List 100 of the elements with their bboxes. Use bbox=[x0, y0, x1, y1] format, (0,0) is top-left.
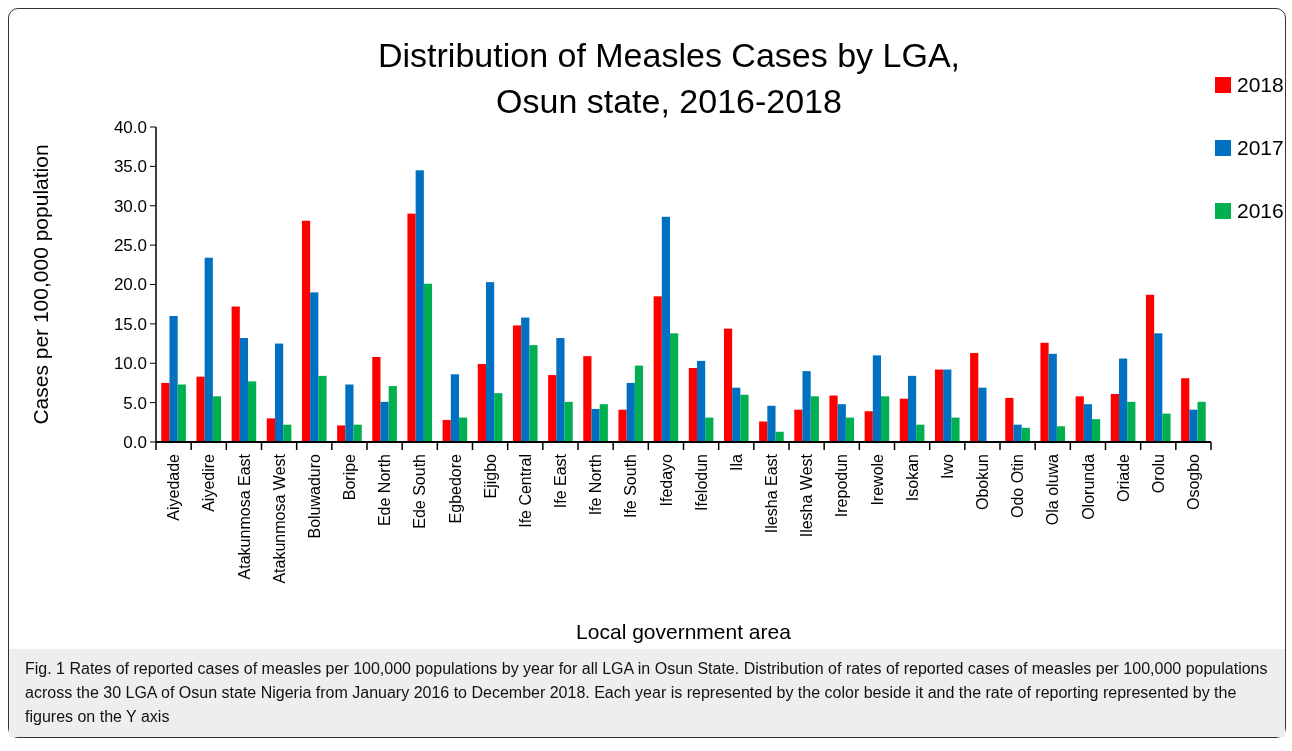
bar bbox=[310, 292, 319, 442]
x-tick-label: Ejigbo bbox=[481, 453, 499, 499]
bar bbox=[161, 382, 170, 442]
caption: Fig. 1 Rates of reported cases of measles per 100,000 populations by year for all LGA in Osun State. Distribution of rates of reported cases of measles per 100,000 populations across the 30 LGA of Osun state Nigeria from January 2016 to December 2018. Each year is represented by the color beside it and the rate of reporting represented by the figures on the Y axis bbox=[25, 659, 1269, 727]
chart-title: Distribution of Measles Cases by LGA, Osun state, 2016-2018 bbox=[377, 36, 961, 120]
bar bbox=[477, 364, 486, 442]
y-tick-label: 20.0 bbox=[113, 275, 147, 295]
bar bbox=[1162, 413, 1171, 442]
bar bbox=[301, 220, 311, 442]
x-tick-label: Ife East bbox=[552, 453, 570, 509]
bar bbox=[1189, 409, 1198, 442]
bar bbox=[1127, 401, 1136, 442]
x-tick-label: Olorunda bbox=[1079, 453, 1097, 520]
bar bbox=[485, 282, 495, 442]
bar bbox=[670, 333, 679, 442]
bar bbox=[934, 369, 944, 442]
x-tick-label: Boluwaduro bbox=[305, 453, 323, 539]
bar bbox=[442, 419, 451, 442]
x-tick-label: Ifedayo bbox=[657, 453, 675, 507]
x-tick-label: Isokan bbox=[903, 454, 921, 502]
bar bbox=[1005, 397, 1014, 442]
bar bbox=[740, 394, 749, 442]
legend-label: 2018 bbox=[1237, 73, 1284, 97]
bar bbox=[1092, 419, 1101, 442]
x-tick-label: Ife South bbox=[622, 454, 640, 519]
bar bbox=[732, 387, 741, 442]
bar bbox=[423, 283, 433, 442]
bar bbox=[548, 375, 557, 442]
bar bbox=[916, 424, 925, 442]
bar bbox=[661, 216, 671, 442]
bar bbox=[599, 404, 608, 442]
bar bbox=[794, 409, 803, 442]
bar bbox=[494, 393, 503, 442]
bar bbox=[1197, 401, 1206, 442]
bar bbox=[388, 386, 397, 442]
bar bbox=[810, 396, 819, 442]
bar bbox=[1145, 294, 1155, 442]
bar bbox=[564, 401, 573, 442]
bar bbox=[529, 345, 538, 442]
bar bbox=[266, 418, 275, 442]
bar bbox=[512, 325, 522, 442]
y-tick-label: 15.0 bbox=[113, 314, 147, 334]
y-tick-label: 40.0 bbox=[113, 117, 147, 137]
x-tick-label: Ife Central bbox=[516, 454, 534, 528]
legend-label: 2017 bbox=[1237, 136, 1284, 160]
x-tick-label: Ola oluwa bbox=[1044, 453, 1062, 526]
bar bbox=[899, 398, 908, 442]
legend-label: 2016 bbox=[1237, 199, 1284, 223]
bar bbox=[248, 381, 257, 442]
bar bbox=[634, 365, 644, 442]
bar bbox=[1013, 424, 1022, 442]
bar bbox=[283, 424, 292, 442]
bar bbox=[907, 375, 917, 442]
bar bbox=[970, 353, 979, 442]
y-tick-label: 5.0 bbox=[123, 393, 147, 413]
bar bbox=[951, 417, 960, 442]
x-tick-label: Irepodun bbox=[833, 454, 851, 518]
bar bbox=[881, 396, 890, 442]
bar bbox=[380, 401, 389, 442]
x-tick-label: Ilesha East bbox=[763, 453, 781, 534]
bar bbox=[845, 417, 855, 442]
bar bbox=[318, 375, 327, 442]
y-tick-label: 10.0 bbox=[113, 354, 147, 374]
bar bbox=[1154, 333, 1163, 442]
x-tick-label: Iwo bbox=[938, 453, 956, 479]
x-tick-label: Oriade bbox=[1114, 453, 1132, 503]
bar bbox=[802, 371, 811, 442]
x-tick-label: Ilesha West bbox=[798, 453, 816, 538]
bar bbox=[1040, 342, 1049, 442]
bar bbox=[759, 421, 768, 442]
bar bbox=[829, 395, 838, 442]
bar bbox=[212, 396, 222, 442]
y-tick-label: 35.0 bbox=[113, 157, 147, 177]
bar bbox=[1048, 353, 1057, 442]
bar bbox=[978, 387, 987, 442]
bar bbox=[696, 360, 706, 442]
bar bbox=[943, 369, 952, 442]
bar bbox=[837, 404, 846, 442]
bar bbox=[1110, 393, 1119, 442]
x-tick-label: Aiyedade bbox=[165, 453, 183, 521]
x-tick-label: Egbedore bbox=[446, 453, 464, 524]
bar bbox=[1021, 427, 1030, 442]
y-axis-title: Cases per 100,000 population bbox=[29, 144, 53, 425]
x-tick-label: Orolu bbox=[1149, 454, 1167, 494]
bar bbox=[274, 343, 284, 442]
bar bbox=[415, 170, 424, 442]
bar bbox=[626, 382, 635, 442]
bar bbox=[872, 355, 882, 442]
bar bbox=[1083, 404, 1093, 442]
bar bbox=[407, 213, 416, 442]
bar bbox=[864, 411, 873, 442]
bar bbox=[618, 409, 627, 442]
x-tick-label: Ifelodun bbox=[692, 454, 710, 511]
bar bbox=[239, 338, 249, 442]
y-tick-label: 30.0 bbox=[113, 196, 147, 216]
bar bbox=[169, 316, 178, 442]
x-tick-label: Odo Otin bbox=[1009, 454, 1027, 519]
x-axis-title: Local government area bbox=[576, 620, 792, 643]
x-tick-label: Ila bbox=[727, 453, 745, 471]
x-tick-label: Aiyedire bbox=[200, 453, 218, 512]
